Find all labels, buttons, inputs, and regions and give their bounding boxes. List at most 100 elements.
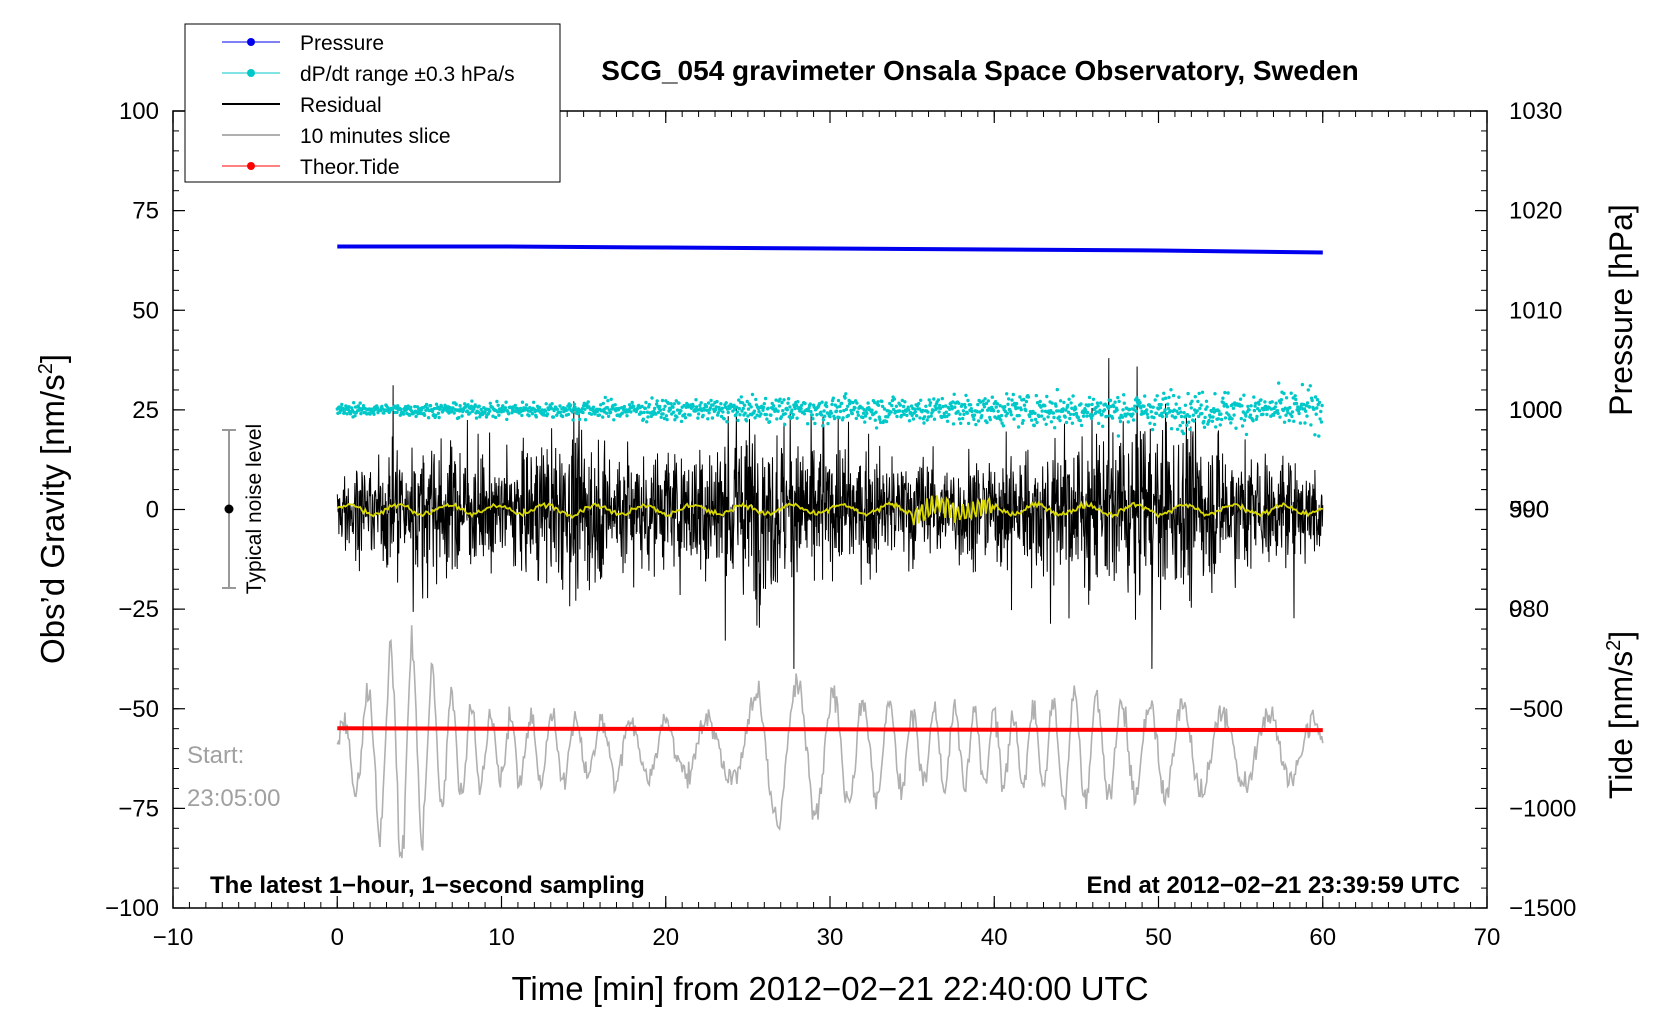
dpdt-point: [1063, 415, 1067, 419]
dpdt-point: [1064, 408, 1068, 412]
dpdt-point: [1254, 401, 1258, 405]
dpdt-point: [646, 415, 650, 419]
dpdt-point: [503, 406, 508, 410]
dpdt-point: [1282, 420, 1287, 424]
dpdt-point: [800, 403, 804, 407]
dpdt-point: [493, 415, 498, 420]
dpdt-point: [734, 413, 738, 417]
dpdt-point: [409, 405, 413, 409]
dpdt-point: [664, 414, 669, 418]
dpdt-point: [742, 403, 747, 407]
dpdt-point: [951, 400, 955, 404]
dpdt-point: [694, 405, 699, 409]
dpdt-point: [1320, 403, 1324, 408]
dpdt-point: [1163, 408, 1167, 412]
dpdt-point: [846, 413, 851, 418]
dpdt-point: [903, 400, 907, 404]
dpdt-point: [777, 404, 782, 408]
dpdt-point: [985, 420, 989, 425]
dpdt-point: [1200, 390, 1205, 394]
noise-label: Typical noise level: [243, 424, 266, 594]
dpdt-point: [1096, 404, 1100, 408]
dpdt-point: [345, 412, 349, 416]
dpdt-point: [1151, 405, 1155, 409]
dpdt-point: [342, 410, 347, 415]
dpdt-point: [1153, 398, 1157, 402]
dpdt-point: [1219, 412, 1223, 416]
x-tick-label: 60: [1309, 924, 1336, 951]
dpdt-point: [925, 418, 929, 422]
dpdt-point: [606, 414, 611, 418]
dpdt-point: [960, 403, 964, 407]
dpdt-point: [779, 415, 784, 419]
dpdt-point: [465, 409, 469, 413]
dpdt-point: [803, 401, 807, 406]
dpdt-point: [698, 403, 702, 408]
dpdt-point: [544, 402, 548, 406]
dpdt-point: [711, 403, 715, 407]
dpdt-point: [1197, 391, 1201, 396]
dpdt-point: [1281, 408, 1286, 413]
dpdt-point: [532, 400, 536, 404]
dpdt-point: [504, 400, 508, 404]
tide-axis-ticks: 1000 500 0 −500 −1000 −1500: [1475, 397, 1576, 922]
dpdt-point: [753, 416, 757, 420]
dpdt-point: [878, 417, 882, 422]
dpdt-point: [1202, 419, 1206, 424]
dpdt-point: [1071, 394, 1075, 398]
dpdt-point: [1254, 417, 1259, 421]
legend-label: Residual: [300, 94, 382, 117]
dpdt-point: [794, 403, 799, 408]
dpdt-point: [819, 413, 824, 417]
dpdt-point: [831, 396, 835, 400]
dpdt-point: [778, 397, 782, 401]
dpdt-point: [1173, 415, 1178, 419]
dpdt-point: [994, 405, 998, 409]
dpdt-point: [1289, 391, 1293, 395]
dpdt-point: [501, 404, 505, 408]
dpdt-point: [358, 401, 362, 405]
dpdt-point: [866, 401, 870, 405]
dpdt-point: [683, 412, 687, 416]
noise-bar-center: [224, 504, 234, 514]
dpdt-point: [688, 413, 692, 417]
dpdt-point: [733, 407, 737, 412]
dpdt-point: [549, 406, 554, 411]
dpdt-point: [755, 413, 759, 417]
dpdt-point: [1190, 399, 1194, 403]
dpdt-point: [1182, 411, 1186, 415]
dpdt-point: [424, 402, 429, 407]
dpdt-point: [1315, 406, 1319, 410]
sampling-note: The latest 1−hour, 1−second sampling: [210, 872, 645, 899]
dpdt-point: [1090, 402, 1094, 407]
dpdt-point: [470, 399, 474, 403]
dpdt-point: [1179, 410, 1183, 414]
dpdt-point: [986, 399, 990, 403]
dpdt-point: [606, 399, 610, 403]
dpdt-point: [947, 407, 952, 411]
dpdt-point: [853, 406, 857, 410]
dpdt-point: [1240, 424, 1245, 428]
dpdt-point: [1213, 392, 1217, 396]
dpdt-point: [1313, 395, 1318, 399]
dpdt-point: [970, 409, 974, 414]
dpdt-point: [725, 420, 729, 424]
dpdt-point: [1305, 401, 1310, 405]
dpdt-point: [709, 398, 713, 403]
legend-label: 10 minutes slice: [300, 125, 451, 148]
dpdt-point: [1085, 410, 1090, 415]
dpdt-point: [927, 398, 931, 402]
dpdt-point: [906, 405, 910, 409]
dpdt-point: [1110, 416, 1115, 420]
dpdt-point: [1067, 397, 1071, 401]
dpdt-point: [929, 414, 933, 418]
dpdt-point: [620, 411, 625, 415]
dpdt-point: [683, 416, 688, 420]
dpdt-point: [1193, 395, 1198, 399]
dpdt-point: [999, 418, 1003, 422]
dpdt-point: [430, 409, 435, 414]
dpdt-point: [961, 409, 966, 413]
dpdt-point: [874, 410, 878, 414]
dpdt-point: [1251, 419, 1255, 423]
dpdt-point: [707, 411, 711, 415]
